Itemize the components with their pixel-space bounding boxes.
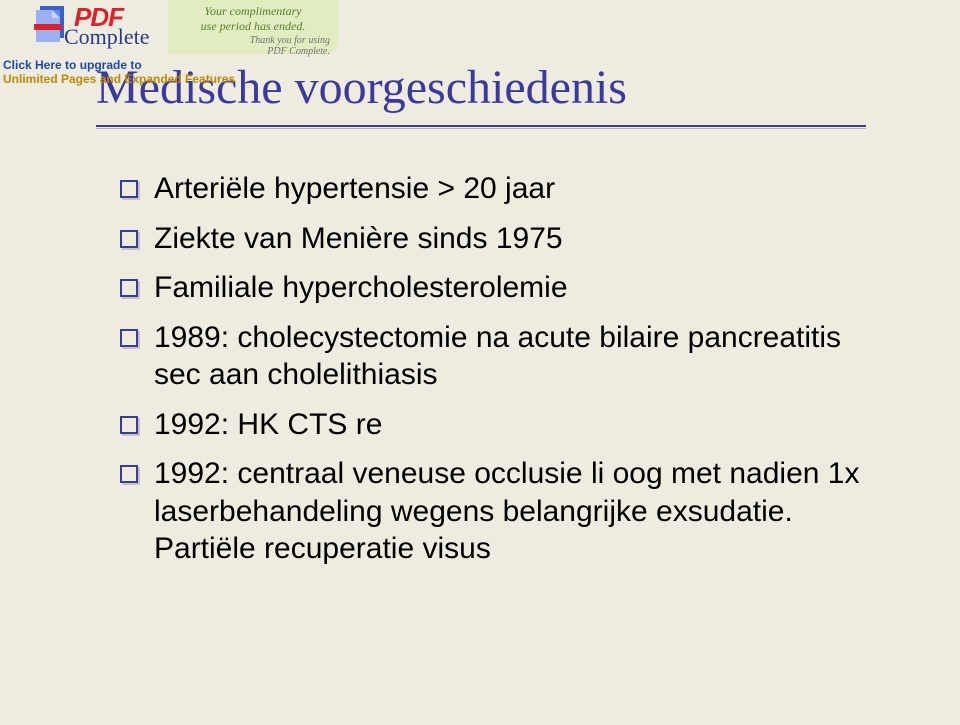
pdf-complete-logo: PDF Complete [34,2,168,52]
bullet-list: Arteriële hypertensie > 20 jaar Ziekte v… [120,170,870,580]
trial-message-box: Your complimentary use period has ended.… [168,0,338,54]
bullet-text: Ziekte van Menière sinds 1975 [154,220,563,258]
logo-text-complete: Complete [64,24,150,50]
list-item: Arteriële hypertensie > 20 jaar [120,170,870,208]
bullet-marker-icon [120,279,138,297]
list-item: Ziekte van Menière sinds 1975 [120,220,870,258]
title-underline [96,125,866,127]
list-item: 1992: centraal veneuse occlusie li oog m… [120,455,870,568]
trial-line-1: Your complimentary [176,4,330,19]
thanks-line-2: PDF Complete. [176,46,330,57]
upgrade-line-1: Click Here to upgrade to [0,58,332,72]
bullet-marker-icon [120,465,138,483]
upgrade-link[interactable]: Click Here to upgrade to Unlimited Pages… [0,58,332,86]
bullet-marker-icon [120,230,138,248]
bullet-text: Arteriële hypertensie > 20 jaar [154,170,555,208]
pdf-complete-watermark: Your complimentary use period has ended.… [0,0,340,100]
thanks-line-1: Thank you for using [176,35,330,46]
bullet-marker-icon [120,416,138,434]
bullet-marker-icon [120,180,138,198]
upgrade-line-2: Unlimited Pages and Expanded Features [0,72,332,86]
list-item: 1989: cholecystectomie na acute bilaire … [120,319,870,394]
bullet-text: 1992: centraal veneuse occlusie li oog m… [154,455,870,568]
bullet-text: 1989: cholecystectomie na acute bilaire … [154,319,870,394]
bullet-marker-icon [120,329,138,347]
list-item: Familiale hypercholesterolemie [120,269,870,307]
list-item: 1992: HK CTS re [120,406,870,444]
bullet-text: Familiale hypercholesterolemie [154,269,568,307]
trial-line-2: use period has ended. [176,19,330,34]
bullet-text: 1992: HK CTS re [154,406,382,444]
